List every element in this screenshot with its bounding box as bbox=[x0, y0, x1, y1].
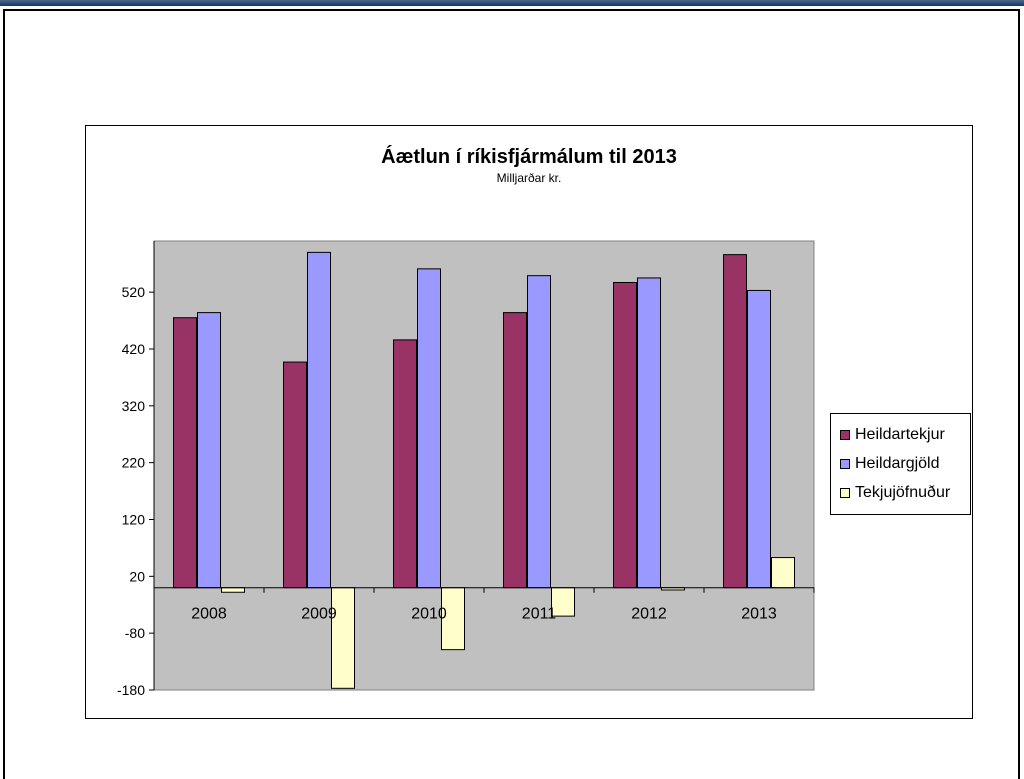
bar-heildargjöld-2011 bbox=[527, 275, 551, 589]
legend-item-tekjujofnudur: Tekjujöfnuður bbox=[840, 483, 950, 503]
legend-label-tekjujofnudur: Tekjujöfnuður bbox=[855, 484, 951, 501]
legend-swatch-tekjujofnudur bbox=[840, 488, 850, 498]
plot-area bbox=[153, 240, 815, 691]
bar-heildargjöld-2009 bbox=[307, 251, 331, 589]
y-tick-label: 420 bbox=[122, 341, 146, 357]
bar-heildartekjur-2013 bbox=[723, 254, 747, 589]
chart-title: Áætlun í ríkisfjármálum til 2013 bbox=[381, 146, 677, 168]
chart-container: Áætlun í ríkisfjármálum til 2013 Milljar… bbox=[85, 125, 973, 719]
y-tick-label: 20 bbox=[129, 568, 145, 584]
y-tick-label: 120 bbox=[122, 511, 146, 527]
y-tick-label: 520 bbox=[122, 284, 146, 300]
chart-subtitle: Milljarðar kr. bbox=[496, 171, 562, 185]
y-tick-label: -80 bbox=[125, 625, 145, 641]
legend-label-heildartekjur: Heildartekjur bbox=[855, 426, 945, 443]
bar-heildartekjur-2008 bbox=[173, 317, 197, 589]
legend-label-heildargjold: Heildargjöld bbox=[855, 455, 940, 472]
bar-heildargjöld-2013 bbox=[747, 289, 771, 589]
x-tick-label: 2010 bbox=[411, 606, 447, 623]
window-top-bar bbox=[0, 0, 1024, 6]
legend-item-heildargjold: Heildargjöld bbox=[840, 454, 940, 474]
x-tick-label: 2009 bbox=[301, 606, 337, 623]
x-tick-label: 2008 bbox=[191, 606, 227, 623]
bar-heildargjöld-2008 bbox=[197, 312, 221, 589]
bar-tekjujöfnuður-2009 bbox=[331, 587, 355, 689]
x-tick-label: 2012 bbox=[631, 606, 667, 623]
bar-heildartekjur-2011 bbox=[503, 312, 527, 589]
y-tick-label: 320 bbox=[122, 398, 146, 414]
bar-heildargjöld-2010 bbox=[417, 268, 441, 589]
y-tick-label: 220 bbox=[122, 455, 146, 471]
x-tick-label: 2011 bbox=[522, 606, 557, 623]
y-tick-label: -180 bbox=[117, 682, 145, 698]
legend-swatch-heildargjold bbox=[840, 459, 850, 469]
legend-item-heildartekjur: Heildartekjur bbox=[840, 425, 945, 445]
bar-chart-plot: -180 -80 20 120 220 320 420 520 2008 2009 2010 2011… bbox=[117, 240, 815, 698]
bar-heildartekjur-2012 bbox=[613, 281, 637, 589]
bar-heildargjöld-2012 bbox=[637, 277, 661, 589]
bar-tekjujöfnuður-2013 bbox=[771, 557, 795, 589]
x-tick-label: 2013 bbox=[741, 606, 777, 623]
legend-swatch-heildartekjur bbox=[840, 430, 850, 440]
bar-heildartekjur-2009 bbox=[283, 361, 307, 589]
bar-heildartekjur-2010 bbox=[393, 339, 417, 589]
chart-legend: Heildartekjur Heildargjöld Tekjujöfnuður bbox=[830, 413, 971, 515]
bar-tekjujöfnuður-2008 bbox=[221, 587, 245, 593]
